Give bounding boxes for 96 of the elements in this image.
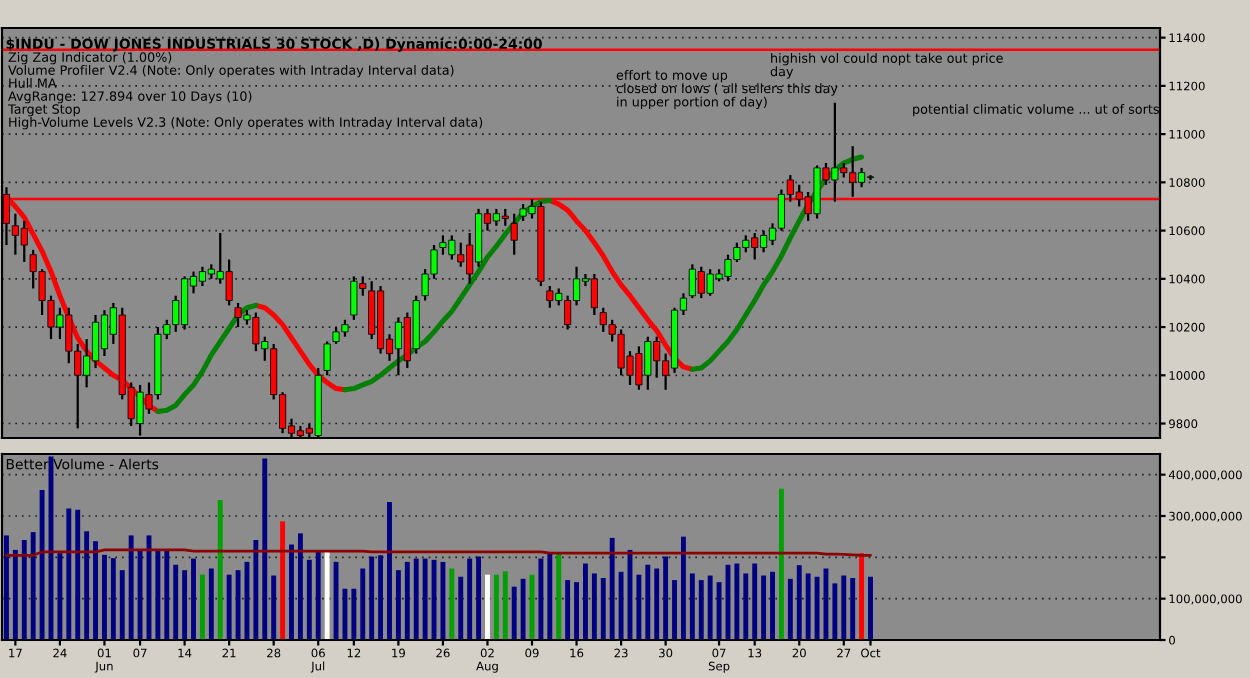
bar xyxy=(315,551,321,640)
bar xyxy=(39,489,45,640)
bar xyxy=(84,531,90,640)
bar xyxy=(110,558,116,640)
bar xyxy=(716,582,722,640)
bar xyxy=(805,573,811,640)
bar xyxy=(75,509,81,640)
bar xyxy=(449,568,455,640)
candlestick xyxy=(323,340,331,377)
bar xyxy=(698,580,704,640)
bar xyxy=(636,574,642,640)
bar xyxy=(618,571,624,640)
bar xyxy=(761,575,767,640)
bar xyxy=(850,578,856,640)
bar xyxy=(57,553,63,640)
bar xyxy=(208,568,214,640)
bar xyxy=(778,488,784,640)
bar xyxy=(859,553,865,640)
bar xyxy=(689,573,695,640)
bar xyxy=(360,568,366,640)
bar xyxy=(289,544,294,640)
bar xyxy=(770,571,775,640)
bar xyxy=(422,558,428,640)
bar xyxy=(182,570,188,640)
bar xyxy=(369,556,375,640)
bar xyxy=(743,573,749,640)
bar xyxy=(565,580,571,640)
bar xyxy=(164,549,170,640)
bar xyxy=(493,574,499,640)
bar xyxy=(556,551,562,640)
candlestick xyxy=(20,219,28,264)
bar xyxy=(583,563,588,640)
bar xyxy=(217,499,223,640)
bar xyxy=(137,549,143,640)
bar xyxy=(520,578,526,640)
bar xyxy=(119,570,125,640)
bar xyxy=(342,588,348,640)
bar xyxy=(832,583,838,640)
bar xyxy=(395,570,401,640)
bar xyxy=(387,501,392,640)
bar xyxy=(672,580,677,640)
bar xyxy=(485,574,490,640)
bar xyxy=(600,578,606,640)
bar xyxy=(476,556,482,640)
bar xyxy=(155,549,161,640)
bar xyxy=(404,561,410,640)
bar xyxy=(66,508,72,640)
bar xyxy=(787,578,793,640)
bar xyxy=(502,571,508,640)
bar xyxy=(128,535,134,640)
bar xyxy=(253,539,259,640)
candlestick xyxy=(510,212,518,256)
bar xyxy=(752,563,758,640)
bar xyxy=(4,535,9,640)
bar xyxy=(645,564,651,640)
bar xyxy=(235,570,241,640)
bar xyxy=(30,532,36,640)
bar xyxy=(101,554,107,640)
bar xyxy=(173,564,179,640)
bar xyxy=(654,568,660,640)
bar xyxy=(707,575,713,640)
bar xyxy=(609,537,615,640)
bar xyxy=(191,558,196,640)
bar xyxy=(93,541,98,640)
bar xyxy=(12,549,18,640)
bar xyxy=(814,576,820,640)
bar xyxy=(796,565,802,640)
bar xyxy=(511,586,517,640)
bar xyxy=(574,582,579,640)
bar xyxy=(663,556,669,640)
bar xyxy=(591,573,597,640)
candlestick xyxy=(91,313,100,370)
bar xyxy=(467,558,473,640)
candlestick xyxy=(546,284,554,309)
bar xyxy=(297,533,303,640)
bar xyxy=(868,576,873,640)
bar xyxy=(199,574,205,640)
bar xyxy=(21,539,27,640)
bar xyxy=(378,555,384,640)
candlestick xyxy=(590,272,598,317)
bar xyxy=(841,575,847,640)
candlestick xyxy=(368,280,376,341)
bar xyxy=(547,553,553,640)
bar xyxy=(351,588,357,640)
bar xyxy=(262,458,268,640)
bar xyxy=(680,536,686,640)
bar xyxy=(306,559,312,640)
bar xyxy=(226,574,232,640)
bar xyxy=(734,563,740,640)
bar xyxy=(271,575,277,640)
bar xyxy=(440,561,446,640)
bar xyxy=(538,558,544,640)
bar xyxy=(413,558,419,640)
bar xyxy=(458,576,464,640)
bar xyxy=(324,551,330,640)
bar xyxy=(280,521,286,640)
